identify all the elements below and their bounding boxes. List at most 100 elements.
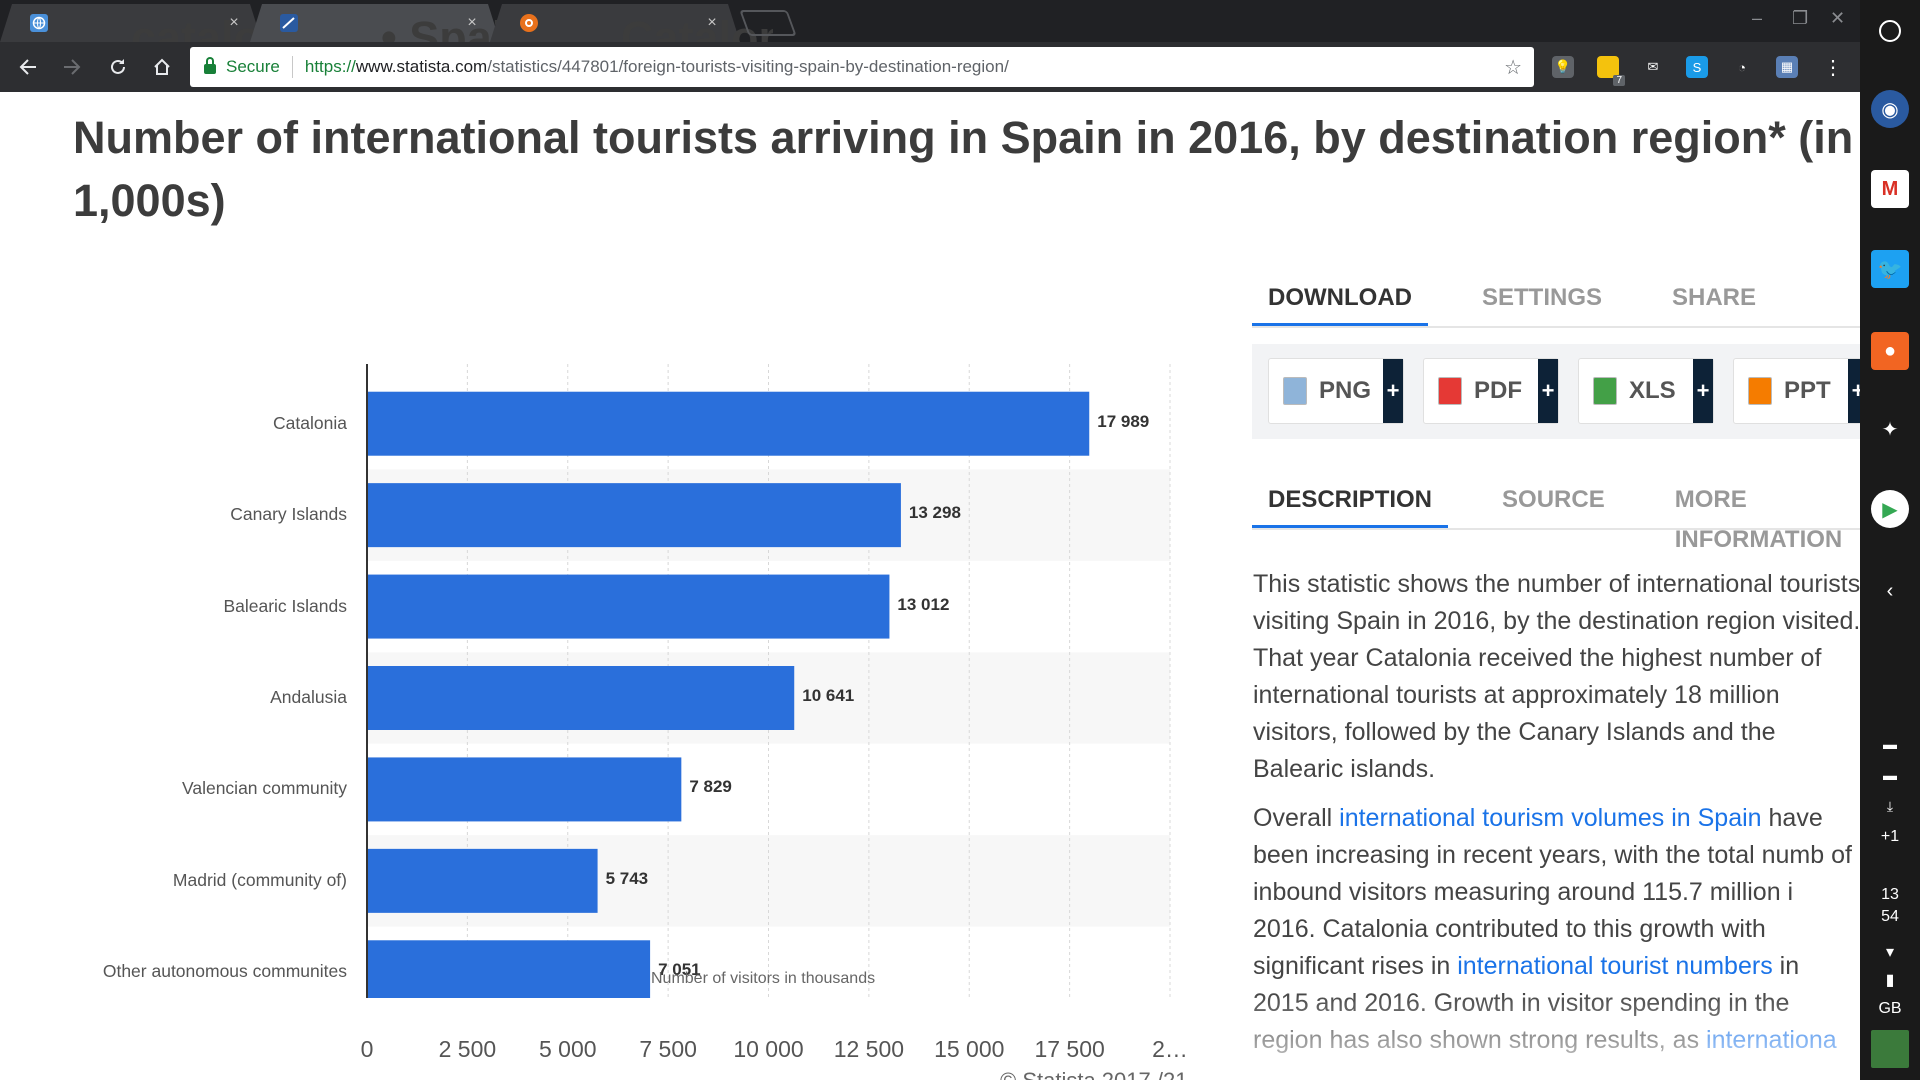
tab-strip: catalonia independence × • Spain: foreig… (0, 0, 1860, 63)
pdf-download-button[interactable]: PDF + (1423, 358, 1559, 424)
text-fade (1240, 992, 1860, 1080)
powerpoint-file-icon (1748, 377, 1772, 405)
play-store-icon[interactable]: ▶ (1871, 490, 1909, 528)
tab-source[interactable]: SOURCE (1502, 486, 1605, 513)
plus-icon[interactable]: + (1538, 359, 1558, 423)
avatar[interactable] (1871, 1030, 1909, 1068)
bar-chart: 0 2 500 5 000 7 500 10 000 12 500 15 000 17 500… (0, 278, 1200, 1062)
tab-settings[interactable]: SETTINGS (1481, 284, 1602, 311)
browser-tab-2[interactable]: • Spain: foreign tourist ar × (250, 4, 533, 63)
printer-icon[interactable]: ▬ (1883, 736, 1897, 752)
x-axis-title: Number of visitors in thousands (651, 970, 876, 987)
close-icon[interactable]: × (229, 14, 239, 31)
launcher-icon[interactable] (1879, 20, 1901, 42)
description-paragraph: This statistic shows the number of inter… (1253, 570, 1860, 783)
minimize-icon[interactable]: – (1752, 8, 1763, 28)
clock-minute[interactable]: 54 (1881, 908, 1899, 925)
image-file-icon (1283, 377, 1307, 405)
bar[interactable] (368, 574, 890, 639)
download-icon[interactable]: ⤓ (1886, 797, 1894, 814)
category-label: Other autonomous communites (102, 961, 347, 982)
divider (291, 56, 293, 78)
page-title: Number of international tourists arrivin… (73, 112, 1854, 226)
app-globe-icon[interactable]: ◉ (1871, 90, 1909, 128)
excel-file-icon (1593, 377, 1617, 405)
copyright: © Statista 2017 /21 (1000, 1068, 1187, 1080)
png-download-button[interactable]: PNG + (1268, 358, 1404, 424)
close-icon[interactable]: × (707, 14, 717, 31)
tab-share[interactable]: SHARE (1672, 284, 1757, 311)
extension-icon[interactable]: 7 (1597, 56, 1625, 86)
lock-icon (204, 57, 216, 74)
ppt-label: PPT (1784, 377, 1831, 404)
x-tick-label: 7 500 (639, 1036, 697, 1062)
x-tick-label: 12 500 (833, 1036, 905, 1062)
lightbulb-extension-icon[interactable]: 💡 (1552, 56, 1574, 78)
x-tick-label: 17 500 (1034, 1036, 1105, 1062)
gear-icon (520, 14, 538, 32)
x-tick-label: 5 000 (538, 1036, 597, 1062)
bookmark-star-icon[interactable]: ☆ (1504, 56, 1522, 79)
x-tick-label: 2 500 (438, 1036, 497, 1062)
bar[interactable] (368, 391, 1090, 456)
info-tabs: DESCRIPTION SOURCE MORE INFORMATION (1252, 480, 1860, 553)
gmail-icon[interactable]: M (1871, 170, 1909, 208)
bar[interactable] (368, 666, 795, 730)
data-label: 5 743 (605, 868, 649, 888)
close-icon[interactable]: × (467, 14, 477, 31)
chevron-left-icon[interactable]: ‹ (1886, 579, 1894, 602)
bar[interactable] (368, 848, 598, 913)
data-label: 17 989 (1097, 411, 1150, 431)
plus-icon[interactable]: + (1848, 359, 1860, 423)
screenshot-extension-icon[interactable]: ▦ (1776, 56, 1798, 78)
printer-icon[interactable]: ▬ (1883, 767, 1897, 783)
clock-hour[interactable]: 13 (1881, 886, 1899, 903)
keyboard-locale[interactable]: GB (1878, 1000, 1902, 1017)
plus-icon[interactable]: + (1693, 359, 1713, 423)
tourist-numbers-link[interactable]: international tourist numbers (1457, 952, 1773, 980)
window-close-icon[interactable]: ✕ (1830, 8, 1846, 28)
plus-icon[interactable]: + (1383, 359, 1403, 423)
photos-icon[interactable]: ✦ (1881, 418, 1899, 441)
new-tab-button[interactable] (739, 10, 797, 36)
app-orange-icon[interactable]: ● (1871, 332, 1909, 370)
browser-tab-1[interactable]: catalonia independence × (0, 4, 295, 63)
bar[interactable] (368, 483, 901, 548)
battery-icon[interactable]: ▮ (1885, 972, 1895, 989)
download-bar: PNG + PDF + XLS + PPT + (1252, 344, 1860, 439)
home-icon[interactable] (144, 50, 180, 84)
page-content: Number of international tourists arrivin… (0, 92, 1860, 1080)
back-icon[interactable] (10, 50, 46, 84)
url-scheme: https:// (304, 57, 356, 76)
speedometer-icon[interactable]: ◔ (1738, 59, 1746, 75)
browser-tab-3[interactable]: Catalonia, one of Spain's × (490, 4, 773, 63)
bar[interactable] (368, 757, 682, 822)
mail-icon[interactable]: ✉ (1647, 59, 1659, 74)
twitter-icon[interactable]: 🐦 (1871, 250, 1909, 288)
tab-download[interactable]: DOWNLOAD (1252, 278, 1428, 328)
category-label: Madrid (community of) (172, 869, 347, 890)
browser-toolbar: Secure https://www.statista.com/statisti… (0, 42, 1860, 92)
extension-badge: 7 (1613, 75, 1625, 86)
data-label: 10 641 (802, 686, 855, 705)
skype-icon[interactable]: S (1686, 56, 1708, 78)
divider (1252, 528, 1860, 530)
tab-more-information[interactable]: MORE INFORMATION (1674, 486, 1843, 553)
tab-description[interactable]: DESCRIPTION (1252, 480, 1449, 530)
address-bar[interactable]: Secure https://www.statista.com/statisti… (190, 47, 1534, 87)
category-label: Balearic Islands (223, 595, 347, 616)
reload-icon[interactable] (100, 50, 136, 84)
x-tick-label: 15 000 (934, 1036, 1005, 1062)
restore-icon[interactable]: ❐ (1792, 8, 1809, 28)
xls-download-button[interactable]: XLS + (1578, 358, 1714, 424)
tourism-volumes-link[interactable]: international tourism volumes in Spain (1339, 804, 1762, 832)
ppt-download-button[interactable]: PPT + (1733, 358, 1860, 424)
bar[interactable] (368, 940, 651, 1005)
notification-badge[interactable]: +1 (1880, 828, 1900, 845)
wifi-icon[interactable]: ▾ (1885, 944, 1895, 961)
forward-icon[interactable] (54, 50, 90, 84)
menu-icon[interactable]: ⋮ (1823, 56, 1843, 79)
data-label: 13 298 (908, 503, 961, 523)
text: have been increasing in recent years, wi… (1253, 804, 1852, 980)
xls-label: XLS (1629, 377, 1676, 404)
